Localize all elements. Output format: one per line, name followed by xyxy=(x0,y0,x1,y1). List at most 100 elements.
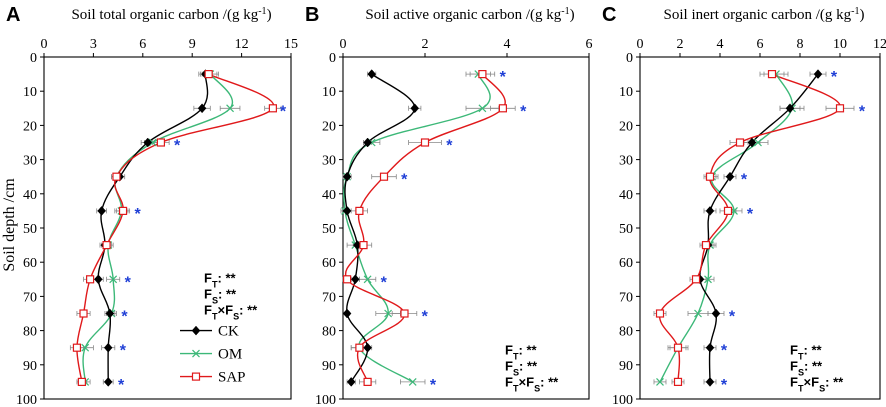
data-point-om xyxy=(478,104,487,113)
data-point-ck xyxy=(410,103,420,114)
data-point-ck xyxy=(143,137,153,148)
x-tick-label: 2 xyxy=(422,37,429,52)
stats-line: FS: ** xyxy=(790,359,823,378)
title-text: Soil inert organic carbon /(g kg xyxy=(664,7,852,23)
stats-text: : ** xyxy=(218,271,237,286)
marker-stroke xyxy=(704,275,712,284)
data-point-sap xyxy=(343,275,352,284)
data-point-om xyxy=(384,309,393,318)
series-line-om xyxy=(82,73,234,382)
legend-marker-ck xyxy=(191,325,201,336)
stats-line: FT: ** xyxy=(790,343,823,362)
stats-line: FS: ** xyxy=(204,287,237,306)
stats-text: F xyxy=(505,375,513,390)
series-line-om xyxy=(343,73,491,383)
title-text: Soil active organic carbon /(g kg xyxy=(365,7,561,23)
marker-stroke xyxy=(148,138,157,147)
y-tick-label: 100 xyxy=(16,393,37,407)
data-point-ck xyxy=(711,308,721,319)
data-point-ck xyxy=(725,171,735,182)
data-point-sap xyxy=(355,343,364,352)
data-point-om xyxy=(363,275,372,284)
marker-stroke xyxy=(656,377,664,386)
panels-group: A Soil total organic carbon /(g kg-1)0 3 6 9… xyxy=(6,4,886,407)
panel-a: A Soil total organic carbon /(g kg-1) 0 3 6 9… xyxy=(6,4,298,407)
x-tick-label: 0 xyxy=(637,37,644,52)
y-tick-label: 40 xyxy=(23,188,37,203)
marker-stroke xyxy=(109,275,118,284)
significance-star: * xyxy=(381,274,388,291)
data-point-sap xyxy=(86,275,95,284)
y-tick-label: 60 xyxy=(619,256,633,271)
data-point-sap xyxy=(478,69,487,79)
x-tick-label: 6 xyxy=(139,37,146,52)
y-tick-label: 100 xyxy=(315,393,336,407)
data-point-sap xyxy=(112,172,121,181)
y-tick-label: 10 xyxy=(23,85,37,100)
panel-c: C Soil inert organic carbon /(g kg-1) 0 2 4 6… xyxy=(602,4,886,407)
stats-subscript: T xyxy=(798,384,804,394)
stats-text: : ** xyxy=(540,375,559,390)
data-point-sap xyxy=(77,377,86,386)
title-text: ) xyxy=(570,7,575,23)
legend-label-sap: SAP xyxy=(218,370,246,386)
y-tick-label: 80 xyxy=(23,325,37,340)
stats-subscript: T xyxy=(513,352,519,362)
stats-text: ×F xyxy=(519,375,535,390)
stats-text: : ** xyxy=(218,287,237,302)
panel-letter: C xyxy=(602,4,616,26)
significance-star: * xyxy=(741,172,748,189)
data-point-sap xyxy=(268,104,277,113)
stats-text: : ** xyxy=(519,343,538,358)
stats-subscript: S xyxy=(233,312,239,322)
x-tick-label: 0 xyxy=(340,37,347,52)
data-point-sap xyxy=(102,241,111,250)
stats-subscript: S xyxy=(513,368,519,378)
stats-text: F xyxy=(204,287,212,302)
x-tick-label: 9 xyxy=(189,37,196,52)
data-point-ck xyxy=(785,103,795,114)
data-point-sap xyxy=(498,104,507,113)
y-tick-label: 70 xyxy=(23,290,37,305)
significance-star: * xyxy=(422,309,429,326)
y-tick-label: 30 xyxy=(23,154,37,169)
y-tick-label: 20 xyxy=(619,119,633,134)
data-point-ck xyxy=(197,103,207,114)
y-tick-label: 70 xyxy=(322,290,336,305)
stats-text: F xyxy=(505,359,513,374)
significance-star: * xyxy=(446,138,453,155)
marker-stroke xyxy=(192,349,200,358)
data-point-ck xyxy=(97,206,106,216)
data-point-sap xyxy=(379,172,389,181)
marker-stroke xyxy=(478,104,487,113)
x-tick-label: 2 xyxy=(677,37,684,52)
significance-star: * xyxy=(121,309,128,326)
significance-star: * xyxy=(174,138,181,155)
stats-subscript: T xyxy=(212,312,218,322)
marker-stroke xyxy=(754,138,762,147)
y-tick-label: 40 xyxy=(322,188,336,203)
data-point-om xyxy=(148,138,157,147)
stats-subscript: S xyxy=(212,296,218,306)
title-text: ) xyxy=(267,7,272,23)
data-point-ck xyxy=(342,308,352,319)
y-tick-label: 10 xyxy=(322,85,336,100)
y-tick-label: 40 xyxy=(619,188,633,203)
x-tick-label: 4 xyxy=(717,37,724,52)
marker-stroke xyxy=(694,309,702,318)
stats-subscript: S xyxy=(819,384,825,394)
title-superscript: -1 xyxy=(258,6,266,17)
legend-label-ck: CK xyxy=(218,324,239,340)
significance-star: * xyxy=(118,377,125,394)
y-tick-label: 80 xyxy=(619,325,633,340)
significance-star: * xyxy=(747,206,754,223)
y-tick-label: 0 xyxy=(30,51,37,66)
title-text: Soil total organic carbon /(g kg xyxy=(71,7,258,23)
y-tick-label: 50 xyxy=(23,222,37,237)
title-superscript: -1 xyxy=(851,6,859,17)
stats-text: F xyxy=(204,303,212,318)
data-point-om xyxy=(754,138,762,147)
stats-text: ×F xyxy=(218,303,234,318)
series-line-ck xyxy=(699,73,819,382)
data-point-sap xyxy=(767,69,777,79)
